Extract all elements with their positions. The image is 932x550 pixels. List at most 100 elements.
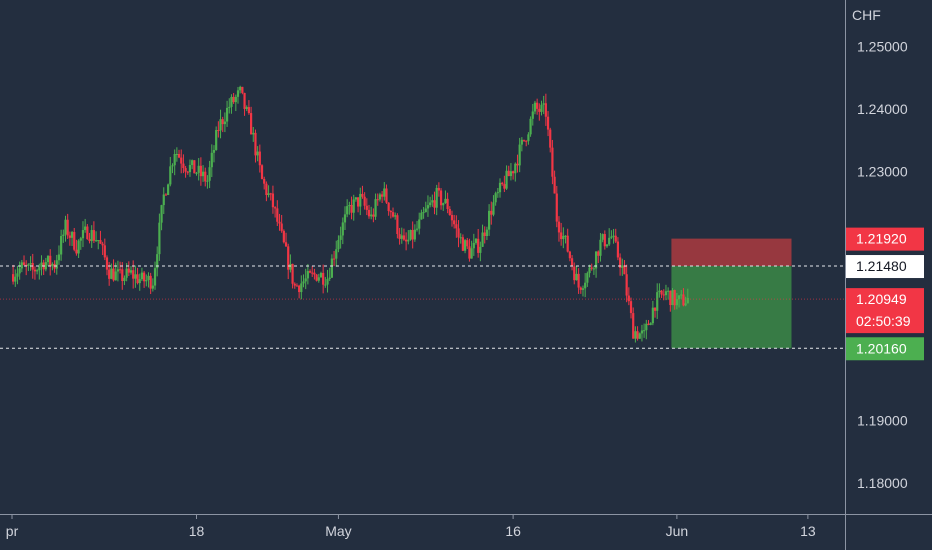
candle[interactable] bbox=[14, 269, 17, 287]
candle[interactable] bbox=[88, 232, 91, 244]
candle[interactable] bbox=[503, 175, 506, 193]
candle[interactable] bbox=[70, 230, 74, 247]
candle[interactable] bbox=[492, 195, 495, 217]
candle[interactable] bbox=[20, 259, 23, 273]
candle[interactable] bbox=[619, 253, 622, 276]
candle[interactable] bbox=[311, 266, 314, 277]
candle[interactable] bbox=[49, 249, 52, 276]
candle[interactable] bbox=[57, 245, 61, 265]
candle[interactable] bbox=[448, 206, 451, 216]
candle[interactable] bbox=[129, 265, 133, 275]
candle[interactable] bbox=[269, 192, 272, 201]
candle[interactable] bbox=[385, 184, 388, 204]
candle[interactable] bbox=[372, 208, 375, 223]
candle[interactable] bbox=[156, 246, 159, 277]
candle[interactable] bbox=[396, 213, 399, 239]
candle[interactable] bbox=[84, 218, 87, 233]
candle[interactable] bbox=[551, 139, 554, 185]
candle[interactable] bbox=[675, 293, 678, 310]
candle[interactable] bbox=[348, 201, 351, 215]
candle[interactable] bbox=[81, 221, 85, 248]
candle[interactable] bbox=[562, 227, 565, 249]
candle[interactable] bbox=[245, 105, 248, 112]
candle[interactable] bbox=[579, 286, 582, 294]
candle[interactable] bbox=[564, 235, 567, 244]
candle[interactable] bbox=[363, 192, 366, 210]
candle[interactable] bbox=[265, 181, 268, 202]
candle[interactable] bbox=[544, 93, 547, 126]
candle[interactable] bbox=[389, 210, 392, 219]
candle[interactable] bbox=[90, 225, 93, 248]
candle[interactable] bbox=[204, 167, 207, 187]
candle[interactable] bbox=[118, 261, 122, 274]
candle[interactable] bbox=[254, 129, 257, 163]
candle[interactable] bbox=[490, 201, 493, 225]
candle[interactable] bbox=[435, 184, 438, 216]
candle[interactable] bbox=[197, 158, 200, 181]
candle[interactable] bbox=[86, 224, 89, 240]
candle[interactable] bbox=[199, 157, 202, 186]
candle[interactable] bbox=[621, 258, 624, 276]
candle[interactable] bbox=[335, 240, 338, 267]
candle[interactable] bbox=[225, 100, 229, 127]
candle[interactable] bbox=[62, 229, 65, 243]
candle[interactable] bbox=[304, 268, 307, 290]
candle[interactable] bbox=[298, 284, 301, 299]
candle[interactable] bbox=[55, 254, 58, 275]
candle[interactable] bbox=[525, 140, 528, 147]
candle[interactable] bbox=[66, 213, 69, 239]
candle[interactable] bbox=[278, 213, 281, 231]
candle[interactable] bbox=[201, 165, 205, 182]
candle[interactable] bbox=[167, 183, 170, 196]
candle[interactable] bbox=[577, 268, 580, 294]
candle[interactable] bbox=[431, 194, 434, 207]
candle[interactable] bbox=[680, 290, 683, 299]
candle[interactable] bbox=[46, 255, 50, 266]
candle[interactable] bbox=[151, 278, 154, 292]
candle[interactable] bbox=[627, 287, 630, 306]
candle[interactable] bbox=[317, 273, 320, 283]
candle[interactable] bbox=[426, 195, 430, 217]
candle[interactable] bbox=[549, 127, 552, 153]
candle[interactable] bbox=[494, 191, 497, 206]
candle[interactable] bbox=[215, 126, 218, 151]
candle[interactable] bbox=[453, 214, 456, 229]
candle[interactable] bbox=[36, 268, 39, 275]
candle[interactable] bbox=[149, 272, 152, 295]
candle[interactable] bbox=[33, 266, 37, 280]
candle[interactable] bbox=[418, 212, 421, 235]
candle[interactable] bbox=[64, 215, 67, 242]
candle[interactable] bbox=[645, 319, 648, 340]
candle[interactable] bbox=[27, 263, 30, 272]
candle[interactable] bbox=[258, 144, 261, 173]
candle[interactable] bbox=[121, 262, 124, 290]
candle[interactable] bbox=[99, 230, 102, 244]
candle[interactable] bbox=[477, 229, 480, 258]
candle[interactable] bbox=[346, 199, 349, 218]
candle[interactable] bbox=[276, 200, 279, 227]
candle[interactable] bbox=[496, 187, 499, 198]
candle[interactable] bbox=[143, 270, 146, 288]
candle[interactable] bbox=[239, 85, 242, 94]
candle[interactable] bbox=[470, 240, 473, 259]
candle[interactable] bbox=[420, 209, 423, 220]
candle[interactable] bbox=[594, 251, 598, 278]
candle[interactable] bbox=[560, 222, 563, 246]
candle[interactable] bbox=[328, 267, 331, 282]
candle[interactable] bbox=[455, 215, 458, 238]
candle[interactable] bbox=[487, 204, 491, 236]
candle[interactable] bbox=[153, 261, 157, 290]
candle[interactable] bbox=[134, 265, 137, 288]
candle[interactable] bbox=[354, 196, 358, 202]
candle[interactable] bbox=[73, 227, 76, 252]
candle[interactable] bbox=[302, 274, 305, 288]
candle[interactable] bbox=[588, 264, 591, 278]
candle[interactable] bbox=[22, 255, 26, 266]
candle[interactable] bbox=[158, 213, 161, 261]
candle[interactable] bbox=[446, 192, 449, 214]
candle[interactable] bbox=[383, 182, 386, 201]
candle[interactable] bbox=[313, 268, 316, 280]
candle[interactable] bbox=[206, 175, 209, 189]
candle[interactable] bbox=[236, 86, 240, 104]
stop-loss-zone[interactable] bbox=[671, 238, 792, 267]
